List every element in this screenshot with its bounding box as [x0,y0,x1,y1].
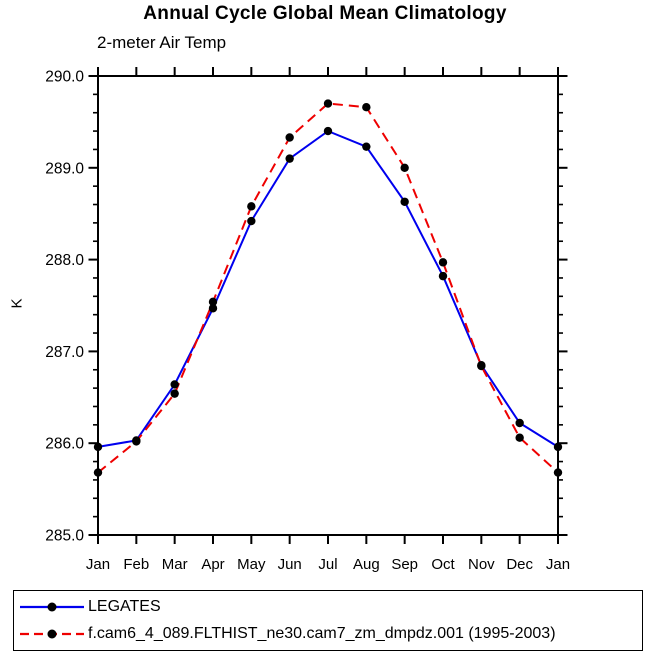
legend-box: LEGATES f.cam6_4_089.FLTHIST_ne30.cam7_zm… [13,590,643,651]
data-point-marker-s0 [362,142,371,151]
y-tick-label: 289.0 [45,160,84,177]
data-point-marker-s1 [438,258,448,267]
x-tick-label: Aug [353,556,380,573]
y-tick-label: 288.0 [45,252,84,269]
data-point-marker-s1 [400,163,409,172]
plot-border [97,75,559,536]
legend-line-sample-1 [20,629,84,639]
data-point-marker-s1 [323,99,333,108]
data-point-marker-s0 [438,271,448,281]
data-point-marker-s1 [477,361,486,371]
data-point-marker-s0 [400,197,409,206]
x-tick-label: Jun [278,556,302,573]
data-point-marker-s0 [93,442,103,452]
data-point-marker-s0 [208,304,218,313]
x-tick-label: Mar [162,556,188,573]
legend-label-1: f.cam6_4_089.FLTHIST_ne30.cam7_zm_dmpdz.… [88,625,556,642]
data-point-marker-s1 [208,297,218,307]
y-tick-label: 285.0 [45,528,84,545]
chart-subtitle: 2-meter Air Temp [97,33,227,52]
x-tick-label: Feb [123,556,149,573]
data-point-marker-s0 [553,442,563,452]
data-point-marker-s0 [323,126,333,136]
x-tick-label: May [237,556,266,573]
x-tick-label: Oct [431,556,455,573]
y-tick-label: 287.0 [45,344,84,361]
legend-item-1: f.cam6_4_089.FLTHIST_ne30.cam7_zm_dmpdz.… [18,622,642,647]
data-point-marker-s1 [362,103,371,112]
data-point-marker-s0 [515,418,524,428]
data-point-marker-s1 [285,133,294,142]
series-line-0 [97,129,559,448]
legend-line-sample-0 [20,602,84,612]
data-point-marker-s0 [285,154,294,163]
data-point-marker-s1 [132,437,141,446]
legend-item-0: LEGATES [18,595,642,620]
y-tick-label: 286.0 [45,436,84,453]
x-tick-label: Nov [468,556,495,573]
x-tick-label: Jan [86,556,110,573]
x-tick-label: Dec [506,556,533,573]
x-tick-label: Jul [318,556,337,573]
data-point-marker-s1 [247,202,256,211]
chart-title: Annual Cycle Global Mean Climatology [143,3,507,24]
data-point-marker-s0 [170,380,179,389]
x-tick-label: Apr [201,556,224,573]
data-point-marker-s1 [515,433,524,442]
x-tick-label: Jan [546,556,570,573]
legend-marker-icon [47,602,57,612]
data-point-marker-s0 [247,216,256,226]
y-tick-label: 290.0 [45,69,84,86]
series-line-1 [97,102,559,474]
data-point-marker-s1 [170,389,179,398]
legend-marker-icon [47,629,57,639]
legend-label-0: LEGATES [88,598,161,615]
data-point-marker-s1 [553,468,563,477]
x-tick-label: Sep [391,556,418,573]
data-point-marker-s1 [93,468,103,477]
